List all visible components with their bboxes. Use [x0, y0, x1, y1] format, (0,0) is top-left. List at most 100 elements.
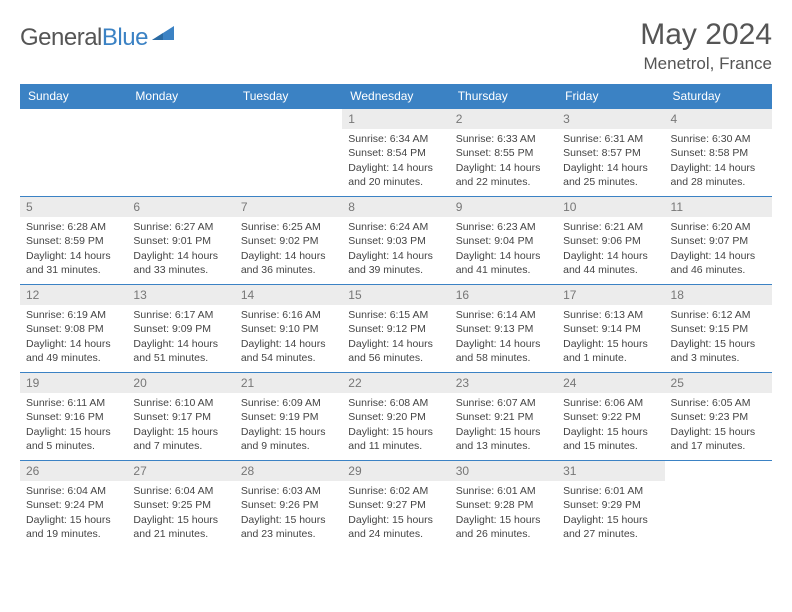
sunset-line: Sunset: 9:10 PM — [241, 322, 336, 336]
day-number: 3 — [557, 109, 664, 129]
sunrise-line: Sunrise: 6:11 AM — [26, 396, 121, 410]
daylight-line2: and 36 minutes. — [241, 263, 336, 277]
sunrise-line: Sunrise: 6:04 AM — [26, 484, 121, 498]
sunset-line: Sunset: 9:04 PM — [456, 234, 551, 248]
daylight-line: Daylight: 15 hours — [348, 425, 443, 439]
day-cell: 26Sunrise: 6:04 AMSunset: 9:24 PMDayligh… — [20, 461, 127, 549]
day-cell: 28Sunrise: 6:03 AMSunset: 9:26 PMDayligh… — [235, 461, 342, 549]
logo-word2: Blue — [102, 24, 148, 51]
daylight-line2: and 51 minutes. — [133, 351, 228, 365]
daylight-line2: and 1 minute. — [563, 351, 658, 365]
day-cell: 7Sunrise: 6:25 AMSunset: 9:02 PMDaylight… — [235, 197, 342, 285]
day-cell: 31Sunrise: 6:01 AMSunset: 9:29 PMDayligh… — [557, 461, 664, 549]
day-number: 25 — [665, 373, 772, 393]
sunrise-line: Sunrise: 6:24 AM — [348, 220, 443, 234]
daylight-line2: and 46 minutes. — [671, 263, 766, 277]
sunset-line: Sunset: 9:17 PM — [133, 410, 228, 424]
sunrise-line: Sunrise: 6:17 AM — [133, 308, 228, 322]
sunrise-line: Sunrise: 6:05 AM — [671, 396, 766, 410]
day-number: 5 — [20, 197, 127, 217]
week-row: 26Sunrise: 6:04 AMSunset: 9:24 PMDayligh… — [20, 461, 772, 549]
sunrise-line: Sunrise: 6:33 AM — [456, 132, 551, 146]
daylight-line2: and 54 minutes. — [241, 351, 336, 365]
day-number: 23 — [450, 373, 557, 393]
logo-word1: General — [20, 24, 102, 51]
sunset-line: Sunset: 9:07 PM — [671, 234, 766, 248]
day-header: Tuesday — [235, 84, 342, 109]
daylight-line2: and 20 minutes. — [348, 175, 443, 189]
sunset-line: Sunset: 9:14 PM — [563, 322, 658, 336]
daylight-line: Daylight: 15 hours — [563, 337, 658, 351]
sunrise-line: Sunrise: 6:01 AM — [456, 484, 551, 498]
daylight-line: Daylight: 15 hours — [671, 425, 766, 439]
sunrise-line: Sunrise: 6:31 AM — [563, 132, 658, 146]
daylight-line: Daylight: 15 hours — [241, 425, 336, 439]
day-number: 31 — [557, 461, 664, 481]
day-cell: 1Sunrise: 6:34 AMSunset: 8:54 PMDaylight… — [342, 109, 449, 197]
day-header-row: SundayMondayTuesdayWednesdayThursdayFrid… — [20, 84, 772, 109]
daylight-line: Daylight: 14 hours — [563, 249, 658, 263]
sunset-line: Sunset: 9:03 PM — [348, 234, 443, 248]
day-cell: 16Sunrise: 6:14 AMSunset: 9:13 PMDayligh… — [450, 285, 557, 373]
daylight-line: Daylight: 14 hours — [26, 249, 121, 263]
title-block: May 2024 Menetrol, France — [640, 18, 772, 74]
day-number: 30 — [450, 461, 557, 481]
day-header: Friday — [557, 84, 664, 109]
daylight-line2: and 41 minutes. — [456, 263, 551, 277]
day-number: 29 — [342, 461, 449, 481]
day-cell: 9Sunrise: 6:23 AMSunset: 9:04 PMDaylight… — [450, 197, 557, 285]
sunrise-line: Sunrise: 6:30 AM — [671, 132, 766, 146]
logo: GeneralBlue — [20, 24, 174, 52]
daylight-line2: and 3 minutes. — [671, 351, 766, 365]
daylight-line2: and 22 minutes. — [456, 175, 551, 189]
day-cell: 3 Sunrise: 6:31 AMSunset: 8:57 PMDaylight… — [557, 109, 664, 197]
daylight-line2: and 24 minutes. — [348, 527, 443, 541]
sunset-line: Sunset: 8:57 PM — [563, 146, 658, 160]
sunset-line: Sunset: 9:08 PM — [26, 322, 121, 336]
day-cell: 5Sunrise: 6:28 AMSunset: 8:59 PMDaylight… — [20, 197, 127, 285]
daylight-line2: and 21 minutes. — [133, 527, 228, 541]
daylight-line2: and 9 minutes. — [241, 439, 336, 453]
sunset-line: Sunset: 9:15 PM — [671, 322, 766, 336]
daylight-line: Daylight: 15 hours — [671, 337, 766, 351]
day-header: Monday — [127, 84, 234, 109]
sunset-line: Sunset: 9:06 PM — [563, 234, 658, 248]
daylight-line: Daylight: 14 hours — [671, 249, 766, 263]
day-cell: 17Sunrise: 6:13 AMSunset: 9:14 PMDayligh… — [557, 285, 664, 373]
month-title: May 2024 — [640, 18, 772, 52]
sunset-line: Sunset: 8:54 PM — [348, 146, 443, 160]
sunrise-line: Sunrise: 6:08 AM — [348, 396, 443, 410]
sunset-line: Sunset: 8:59 PM — [26, 234, 121, 248]
day-number: 28 — [235, 461, 342, 481]
day-number: 22 — [342, 373, 449, 393]
day-cell: 20Sunrise: 6:10 AMSunset: 9:17 PMDayligh… — [127, 373, 234, 461]
day-cell: 24Sunrise: 6:06 AMSunset: 9:22 PMDayligh… — [557, 373, 664, 461]
daylight-line2: and 26 minutes. — [456, 527, 551, 541]
daylight-line: Daylight: 14 hours — [671, 161, 766, 175]
day-cell — [665, 461, 772, 549]
calendar-table: SundayMondayTuesdayWednesdayThursdayFrid… — [20, 84, 772, 549]
daylight-line: Daylight: 15 hours — [563, 425, 658, 439]
sunrise-line: Sunrise: 6:15 AM — [348, 308, 443, 322]
daylight-line: Daylight: 14 hours — [563, 161, 658, 175]
daylight-line2: and 15 minutes. — [563, 439, 658, 453]
sunset-line: Sunset: 9:20 PM — [348, 410, 443, 424]
sunset-line: Sunset: 9:23 PM — [671, 410, 766, 424]
daylight-line2: and 7 minutes. — [133, 439, 228, 453]
day-number: 17 — [557, 285, 664, 305]
day-number: 12 — [20, 285, 127, 305]
daylight-line: Daylight: 15 hours — [563, 513, 658, 527]
day-header: Thursday — [450, 84, 557, 109]
sunset-line: Sunset: 8:58 PM — [671, 146, 766, 160]
daylight-line2: and 5 minutes. — [26, 439, 121, 453]
day-header: Saturday — [665, 84, 772, 109]
day-cell: 13Sunrise: 6:17 AMSunset: 9:09 PMDayligh… — [127, 285, 234, 373]
daylight-line: Daylight: 15 hours — [133, 425, 228, 439]
day-cell: 14Sunrise: 6:16 AMSunset: 9:10 PMDayligh… — [235, 285, 342, 373]
daylight-line: Daylight: 14 hours — [348, 161, 443, 175]
calendar-body: 1Sunrise: 6:34 AMSunset: 8:54 PMDaylight… — [20, 109, 772, 549]
header: GeneralBlue May 2024 Menetrol, France — [20, 18, 772, 74]
day-cell: 11Sunrise: 6:20 AMSunset: 9:07 PMDayligh… — [665, 197, 772, 285]
sunrise-line: Sunrise: 6:20 AM — [671, 220, 766, 234]
daylight-line2: and 44 minutes. — [563, 263, 658, 277]
